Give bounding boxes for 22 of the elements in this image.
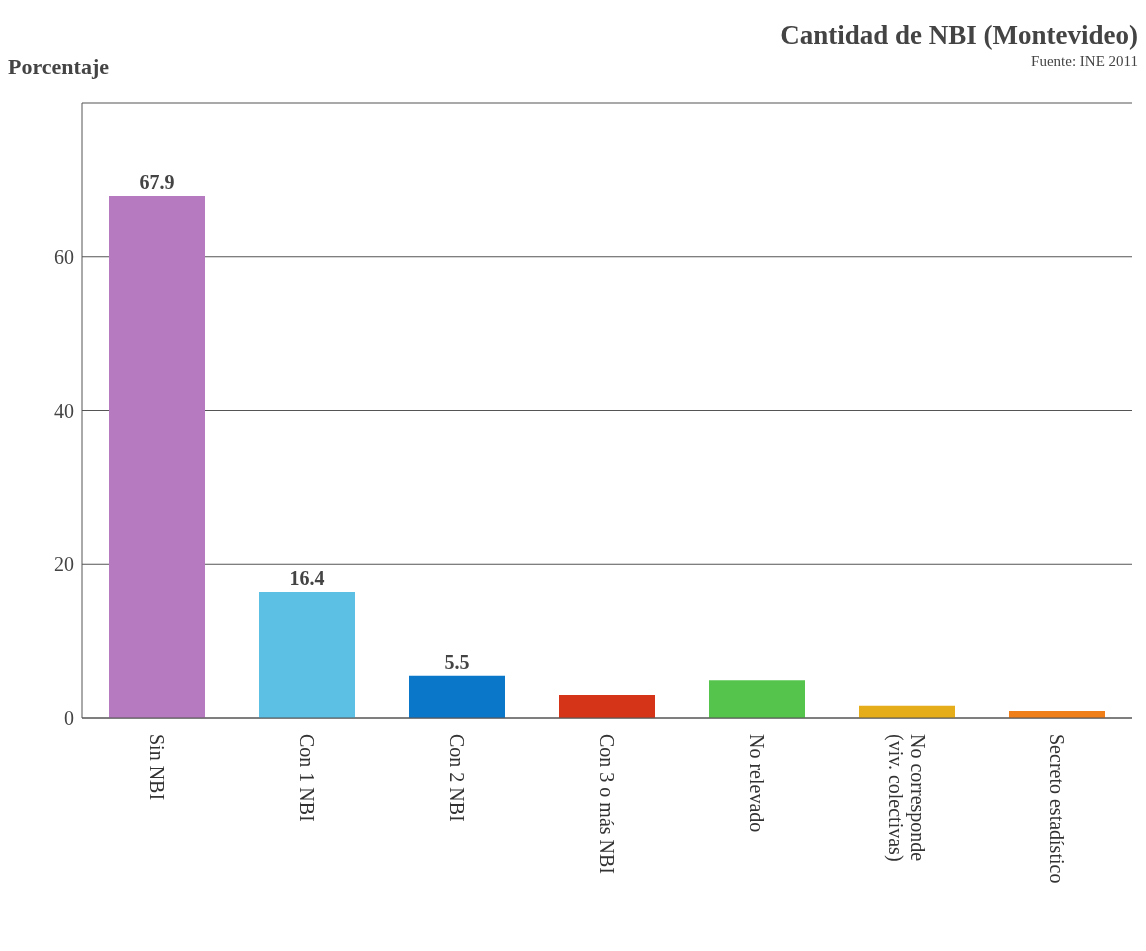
y-tick-label: 40 [54,399,74,422]
chart-title: Cantidad de NBI (Montevideo) [780,20,1138,51]
x-tick-label: Con 3 o más NBI [596,734,618,874]
y-axis-title: Porcentaje [8,54,109,80]
bar [109,196,205,718]
bar [409,675,505,718]
source-note: Fuente: INE 2011 [1030,53,1138,70]
y-tick-label: 20 [54,553,74,576]
bar [259,591,355,718]
bar [709,680,805,718]
x-tick-label: Sin NBI [146,734,168,801]
y-tick-label: 0 [64,707,74,730]
data-label: 67.9 [139,171,175,194]
x-tick-label: Secreto estadístico [1046,734,1068,884]
x-tick-label: Con 1 NBI [296,734,318,822]
data-label: 5.5 [444,650,470,673]
x-tick-label: Con 2 NBI [446,734,468,822]
x-tick-label: No relevado [746,734,768,833]
data-label: 16.4 [289,566,325,589]
y-tick-label: 60 [54,245,74,268]
bar [559,694,655,718]
x-tick-label: No corresponde (viv. colectivas) [884,734,929,862]
